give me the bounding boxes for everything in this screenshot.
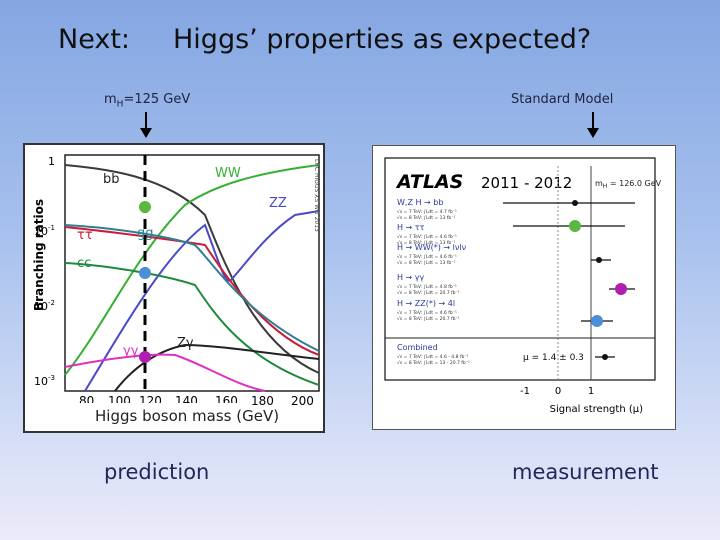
- x-axis-label: Signal strength (μ): [550, 404, 643, 415]
- channel-lumi: √s = 7 TeV: ∫Ldt = 4.8 fb⁻¹: [397, 284, 457, 290]
- signal-strength-svg: ATLAS 2011 - 2012 mH = 126.0 GeV W,Z H →…: [384, 157, 662, 415]
- x-axis-label: Higgs boson mass (GeV): [95, 407, 280, 425]
- channel-lumi: √s = 8 TeV: ∫Ldt = 13 - 20.7 fb⁻¹: [397, 360, 470, 366]
- gammagamma-curve: [64, 353, 266, 392]
- arrow-down-icon: [145, 112, 147, 130]
- channel-row: H → γγ √s = 7 TeV: ∫Ldt = 4.8 fb⁻¹ √s = …: [397, 273, 635, 296]
- channel-row: H → WW(*) → lνlν √s = 7 TeV: ∫Ldt = 4.6 …: [397, 243, 611, 266]
- channel-row-combined: Combined √s = 7 TeV: ∫Ldt = 4.6 - 4.8 fb…: [397, 343, 615, 366]
- combined-result: μ = 1.4 ± 0.3: [523, 353, 584, 363]
- channel-name: H → γγ: [397, 273, 425, 282]
- label-ww: WW: [215, 166, 241, 181]
- channel-lumi: √s = 8 TeV: ∫Ldt = 13 fb⁻¹: [397, 215, 456, 221]
- x-tick: 0: [555, 386, 561, 397]
- channel-lumi: √s = 7 TeV: ∫Ldt = 4.6 fb⁻¹: [397, 254, 457, 260]
- label-tautau: ττ: [77, 228, 93, 243]
- gg-curve: [64, 224, 320, 352]
- y-tick: 10-2: [34, 299, 55, 313]
- data-point: [572, 200, 578, 206]
- label-zgamma: Zγ: [177, 336, 194, 351]
- channel-row: W,Z H → bb √s = 7 TeV: ∫Ldt = 4.7 fb⁻¹ √…: [397, 198, 635, 221]
- tautau-dot: [139, 267, 151, 279]
- zgamma-curve: [114, 343, 320, 392]
- channel-name: W,Z H → bb: [397, 198, 443, 207]
- x-tick: 200: [291, 394, 314, 408]
- x-tick: -1: [520, 386, 530, 397]
- arrow-head-icon: [140, 128, 152, 138]
- ww-curve: [64, 164, 320, 376]
- ww-dot: [139, 201, 151, 213]
- zz-curve: [84, 210, 320, 392]
- y-axis-label: Branching ratios: [32, 199, 46, 311]
- label-gg: gg: [137, 226, 154, 241]
- mass-label: mH = 126.0 GeV: [595, 179, 662, 190]
- plot-frame: [384, 157, 656, 381]
- tautau-curve: [64, 226, 320, 356]
- label-bb: bb: [103, 172, 120, 187]
- channel-name: Combined: [397, 343, 438, 352]
- channel-row: H → ττ √s = 7 TeV: ∫Ldt = 4.6 fb⁻¹ √s = …: [397, 220, 625, 246]
- xlabel-box: [25, 403, 237, 429]
- data-point: [596, 257, 602, 263]
- channel-lumi: √s = 8 TeV: ∫Ldt = 13 fb⁻¹: [397, 260, 456, 266]
- measurement-label: measurement: [512, 460, 659, 484]
- signal-strength-plot: ATLAS 2011 - 2012 mH = 126.0 GeV W,Z H →…: [372, 145, 676, 430]
- prediction-label: prediction: [104, 460, 210, 484]
- x-tick: 1: [588, 386, 594, 397]
- data-point: [569, 220, 581, 232]
- label-cc: cc: [77, 256, 91, 271]
- channel-lumi: √s = 8 TeV: ∫Ldt = 20.7 fb⁻¹: [397, 290, 460, 296]
- channel-lumi: √s = 8 TeV: ∫Ldt = 20.7 fb⁻¹: [397, 316, 460, 322]
- gammagamma-dot: [139, 351, 151, 363]
- channel-lumi: √s = 7 TeV: ∫Ldt = 4.6 - 4.8 fb⁻¹: [397, 354, 469, 360]
- channel-lumi: √s = 8 TeV: ∫Ldt = 13 fb⁻¹: [397, 240, 456, 246]
- channel-name: H → ZZ(*) → 4l: [397, 299, 455, 308]
- label-zz: ZZ: [269, 196, 287, 211]
- years-label: 2011 - 2012: [481, 174, 572, 192]
- watermark: LHC HIGGS XS WG 2013: [313, 159, 320, 232]
- data-point: [615, 283, 627, 295]
- data-point: [602, 354, 608, 360]
- bb-curve: [64, 164, 320, 374]
- label-gammagamma: γγ: [123, 344, 139, 359]
- branching-ratio-plot: 1 10-1 10-2 10-3 80 100 120 140 160 180 …: [23, 143, 325, 433]
- channel-lumi: √s = 7 TeV: ∫Ldt = 4.6 fb⁻¹: [397, 310, 457, 316]
- data-point: [591, 315, 603, 327]
- mh-caption: mH=125 GeV: [104, 92, 191, 110]
- y-tick: 10-1: [34, 224, 55, 238]
- branching-ratio-svg: 1 10-1 10-2 10-3 80 100 120 140 160 180 …: [32, 154, 320, 408]
- channel-name: H → WW(*) → lνlν: [397, 243, 467, 252]
- cc-curve: [64, 262, 320, 386]
- channel-row: H → ZZ(*) → 4l √s = 7 TeV: ∫Ldt = 4.6 fb…: [397, 299, 613, 327]
- standard-model-caption: Standard Model: [511, 92, 614, 107]
- next-label: Next:: [58, 24, 130, 55]
- atlas-logo: ATLAS: [395, 171, 463, 193]
- channel-name: H → ττ: [397, 223, 425, 232]
- plot-frame: [64, 154, 320, 392]
- arrow-down-icon: [592, 112, 594, 130]
- channel-lumi: √s = 7 TeV: ∫Ldt = 4.7 fb⁻¹: [397, 209, 457, 215]
- y-tick: 1: [48, 155, 55, 168]
- y-tick: 10-3: [34, 374, 55, 388]
- x-tick: 180: [251, 394, 274, 408]
- channel-lumi: √s = 7 TeV: ∫Ldt = 4.6 fb⁻¹: [397, 234, 457, 240]
- arrow-head-icon: [587, 128, 599, 138]
- slide-title: Higgs’ properties as expected?: [173, 24, 592, 55]
